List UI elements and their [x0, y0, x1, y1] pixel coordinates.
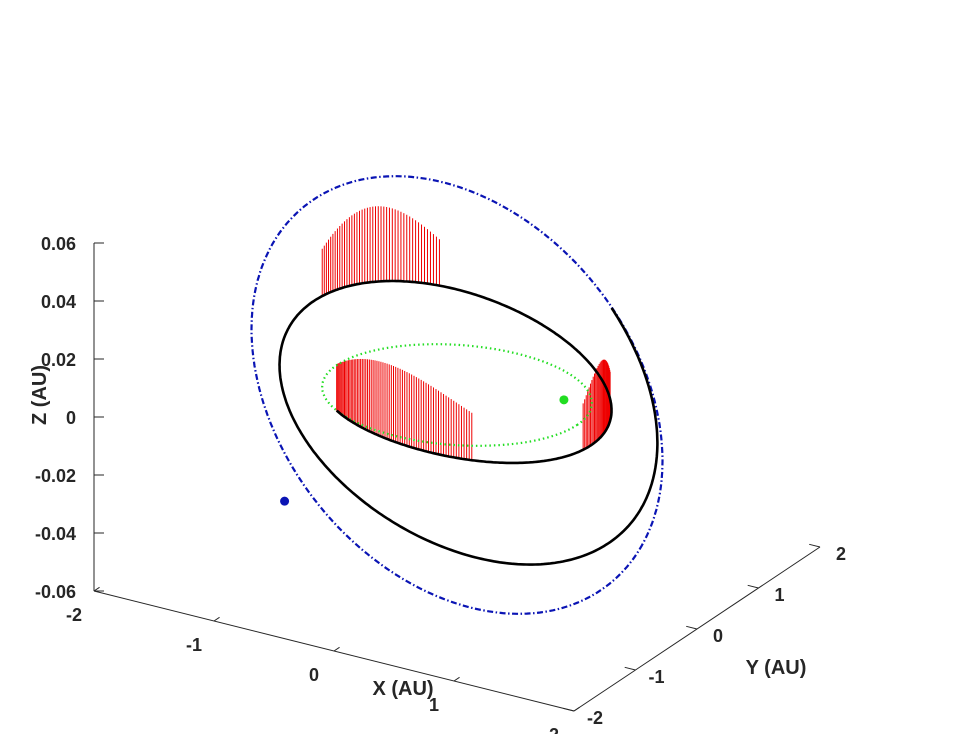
z-tick-label: 0: [66, 408, 76, 428]
y-tick-label: 0: [713, 626, 723, 646]
y-tick: [686, 625, 698, 630]
x-tick-label: -2: [66, 605, 82, 625]
x-tick-label: 1: [429, 695, 439, 715]
y-tick-label: -2: [587, 708, 603, 728]
z-tick-label: 0.04: [41, 292, 76, 312]
transfer-trajectory-line: [278, 279, 659, 566]
y-tick: [809, 543, 821, 548]
z-tick-label: 0.06: [41, 234, 76, 254]
x-axis-label: X (AU): [372, 678, 433, 700]
plot-axes: -2 -1 0 1 2 -2 -1 0 1 2 -0.06 -0.04 -0.02 0 0.02 0.04 0.…: [35, 234, 846, 734]
y-tick-label: 2: [836, 544, 846, 564]
x-tick: [333, 646, 340, 652]
y-tick: [747, 584, 759, 589]
x-tick: [573, 706, 580, 712]
z-axis-label: Z (AU): [29, 365, 51, 425]
y-tick-label: -1: [648, 667, 664, 687]
y-tick-label: 1: [774, 585, 784, 605]
y-tick: [563, 707, 575, 712]
departure-marker: [559, 395, 569, 405]
x-tick-label: -1: [186, 635, 202, 655]
x-tick: [213, 616, 220, 622]
y-tick: [624, 666, 636, 671]
y-axis-label: Y (AU): [746, 657, 807, 679]
z-tick-label: -0.06: [35, 582, 76, 602]
arrival-marker: [280, 496, 290, 506]
x-tick: [93, 586, 100, 592]
plot-curves: [250, 175, 664, 615]
z-tick-label: 0.02: [41, 350, 76, 370]
z-tick-label: -0.04: [35, 524, 76, 544]
orbit-line: [321, 343, 593, 447]
axis-labels: X (AU) Y (AU) Z (AU): [29, 365, 806, 700]
x-tick-label: 0: [309, 665, 319, 685]
z-tick-label: -0.02: [35, 466, 76, 486]
x-tick-label: 2: [549, 725, 559, 734]
x-tick: [453, 676, 460, 682]
